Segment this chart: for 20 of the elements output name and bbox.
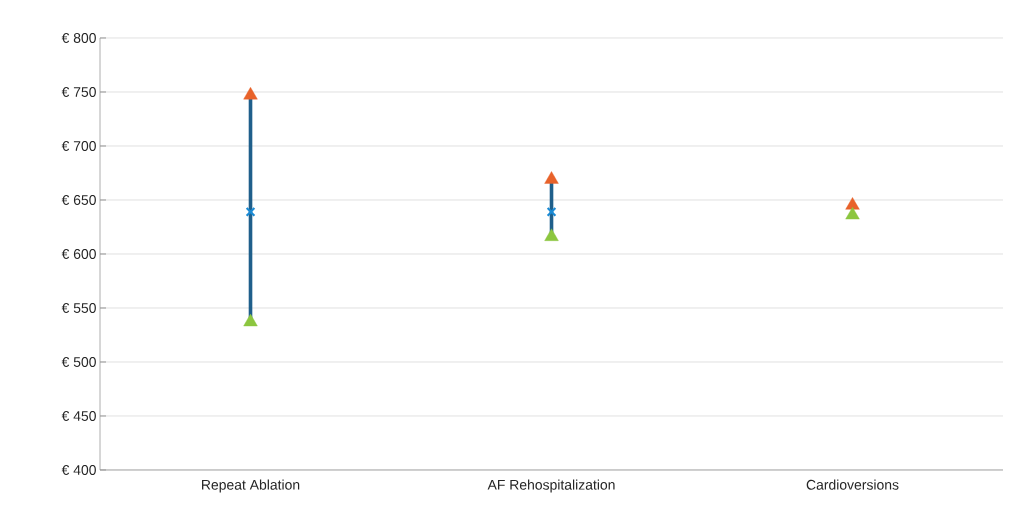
point [544,228,559,241]
y-tick-label: € 400 [61,465,96,475]
y-tick-label: € 600 [61,249,96,259]
x-tick-label: AF Rehospitalization [487,479,615,493]
point [245,206,256,217]
y-tick-label: € 550 [61,303,96,313]
point [544,171,559,184]
y-tick-label: € 650 [61,195,96,205]
point [845,197,860,210]
point [243,87,258,100]
point [845,206,860,220]
y-tick-label: € 500 [61,357,96,367]
point [546,206,557,217]
y-tick-label: € 800 [61,33,96,43]
y-tick-label: € 750 [61,87,96,97]
x-tick-label: Cardioversions [806,479,899,490]
x-tick-label: Repeat Ablation [202,479,300,493]
y-tick-label: € 700 [61,141,96,151]
point [243,313,258,327]
y-tick-label: € 450 [61,411,96,421]
